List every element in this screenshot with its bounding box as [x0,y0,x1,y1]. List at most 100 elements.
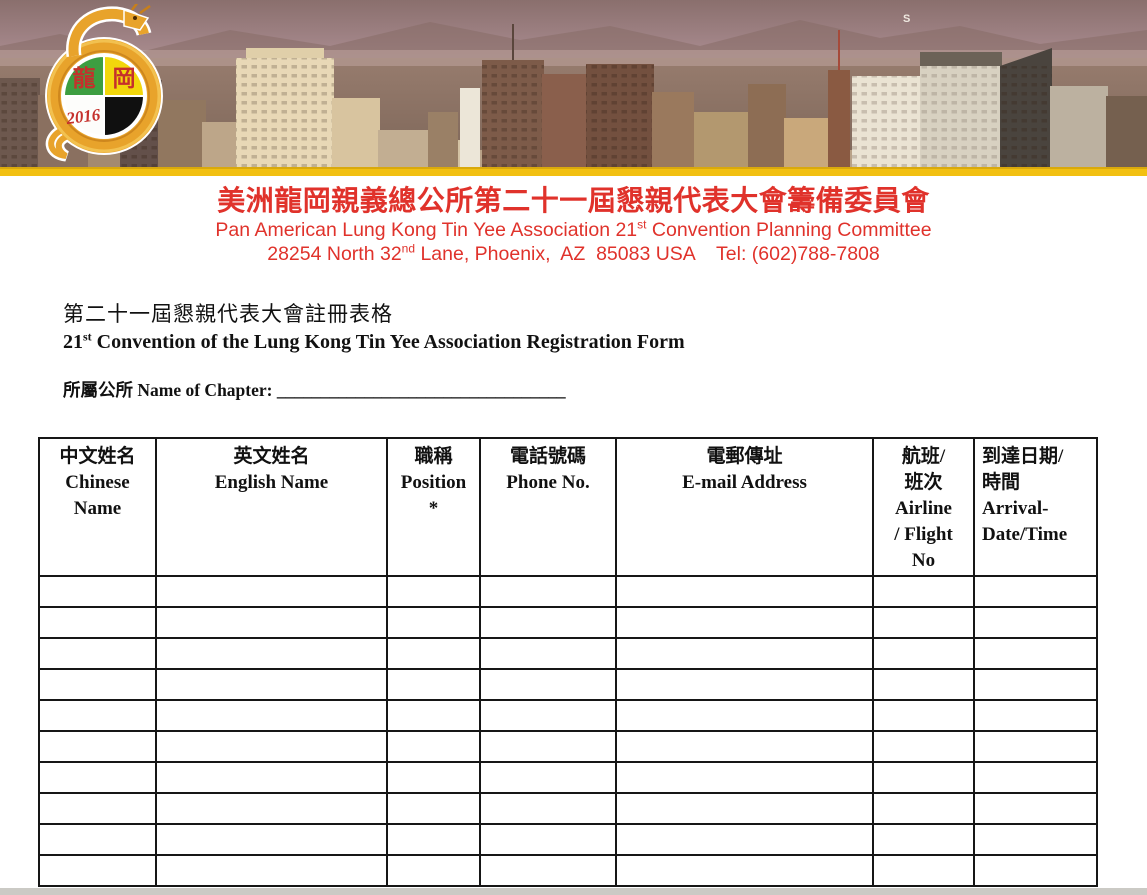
col-header-airline-flight: 航班/ 班次 Airline / Flight No [872,437,975,577]
header-line: Chinese [65,472,130,493]
table-cell [615,668,874,701]
table-cell [872,730,975,763]
table-cell [615,575,874,608]
header-line: 職稱 [414,446,453,467]
table-cell [386,730,481,763]
table-cell [615,823,874,856]
form-title-sup: st [83,329,92,344]
dragon-logo-graphic: 龍 岡 2016 [45,4,163,162]
table-cell [479,792,617,825]
registration-table: 中文姓名 Chinese Name 英文姓名 English Name 職稱 P… [38,437,1098,887]
table-cell [155,730,388,763]
table-cell [973,761,1098,794]
table-cell [615,854,874,887]
table-cell [872,761,975,794]
table-cell [973,854,1098,887]
table-cell [479,854,617,887]
table-row [38,792,1098,825]
letterhead-org-line: Pan American Lung Kong Tin Yee Associati… [0,219,1147,243]
table-cell [615,761,874,794]
header-line: 航班/ [901,446,946,467]
col-header-arrival: 到達日期/ 時間 Arrival- Date/Time [973,437,1098,577]
address-text-post: Lane, Phoenix, AZ 85083 USA Tel: (602)78… [415,242,880,265]
table-cell [872,606,975,639]
table-cell [38,730,157,763]
table-cell [615,637,874,670]
header-line: English Name [214,472,329,493]
chapter-label: 所屬公所 Name of Chapter: [63,380,277,400]
org-line-sup: st [637,217,647,232]
address-sup: nd [401,241,416,255]
table-row [38,606,1098,639]
table-row [38,854,1098,887]
table-cell [973,823,1098,856]
table-cell [38,854,157,887]
table-cell [872,792,975,825]
table-cell [479,575,617,608]
table-cell [973,792,1098,825]
table-cell [973,606,1098,639]
table-cell [872,854,975,887]
table-cell [973,668,1098,701]
table-cell [479,606,617,639]
table-cell [872,668,975,701]
table-cell [615,730,874,763]
col-header-position: 職稱 Position * [386,437,481,577]
page-bottom-edge [0,888,1147,895]
header-line: Airline [895,498,952,519]
header-line: No [911,550,936,571]
phoenix-skyline-photo: S [0,0,1147,176]
header-line: 英文姓名 [233,446,310,467]
table-cell [479,761,617,794]
table-cell [155,637,388,670]
table-cell [38,761,157,794]
col-header-email: 電郵傳址 E-mail Address [615,437,874,577]
table-cell [386,637,481,670]
table-cell [479,637,617,670]
col-header-english-name: 英文姓名 English Name [155,437,388,577]
header-line: 到達日期/ [982,446,1064,467]
table-cell [155,823,388,856]
form-title-text-post: Convention of the Lung Kong Tin Yee Asso… [91,331,685,353]
table-cell [155,668,388,701]
table-cell [386,792,481,825]
table-cell [386,606,481,639]
table-row [38,637,1098,670]
form-intro: 第二十一屆懇親代表大會註冊表格 21st Convention of the L… [63,300,1083,402]
table-cell [615,606,874,639]
table-row [38,668,1098,701]
col-header-chinese-name: 中文姓名 Chinese Name [38,437,157,577]
registration-table-body [38,575,1098,887]
header-line: Position [400,472,467,493]
header-line: Name [73,498,122,519]
table-cell [155,699,388,732]
header-line: 中文姓名 [59,446,136,467]
table-cell [872,575,975,608]
table-cell [479,699,617,732]
table-cell [155,606,388,639]
table-cell [872,637,975,670]
table-cell [479,730,617,763]
table-row [38,761,1098,794]
lung-kong-dragon-logo: 龍 岡 2016 [40,4,170,168]
form-title-en: 21st Convention of the Lung Kong Tin Yee… [63,329,1083,356]
table-cell [38,637,157,670]
header-line: 時間 [982,472,1021,493]
header-line: * [428,498,439,519]
table-cell [973,575,1098,608]
table-cell [386,761,481,794]
form-title-text: 21 [63,331,83,353]
table-cell [38,792,157,825]
table-cell [479,668,617,701]
logo-char-right: 岡 [113,66,136,91]
header-line: Date/Time [982,524,1068,545]
table-cell [386,699,481,732]
svg-text:S: S [903,13,910,25]
table-cell [155,792,388,825]
header-line: Phone No. [506,472,590,493]
table-cell [38,575,157,608]
table-cell [479,823,617,856]
address-text: 28254 North 32 [267,242,402,265]
table-cell [386,575,481,608]
